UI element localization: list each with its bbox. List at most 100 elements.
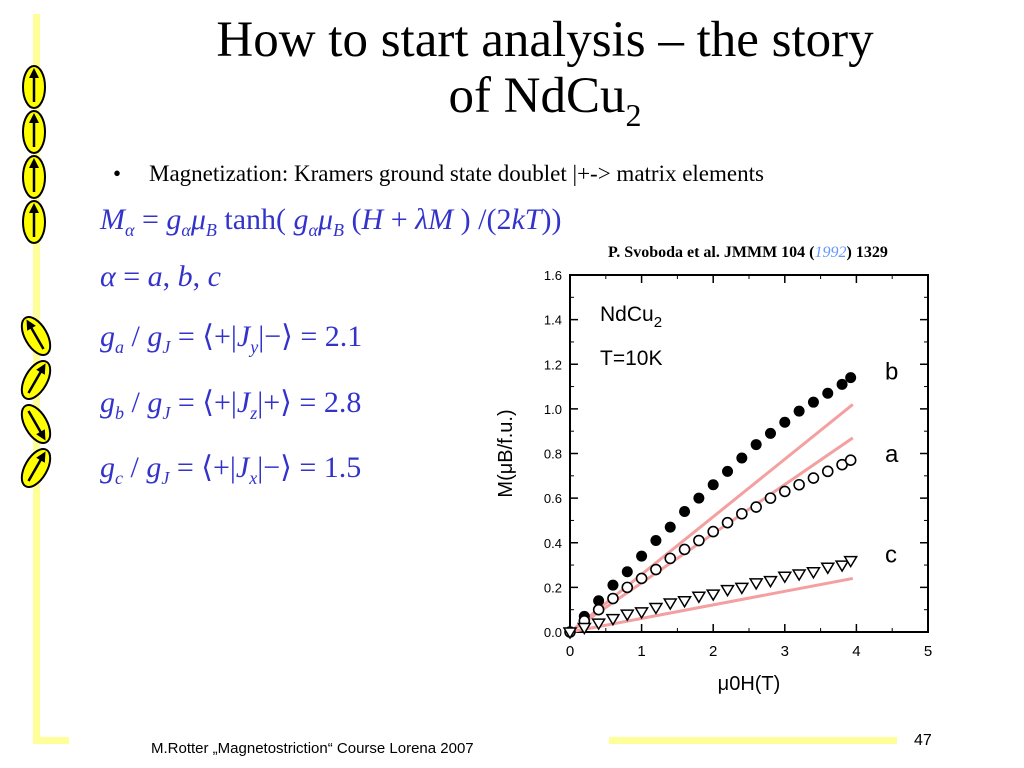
x-tick-label: 2	[709, 643, 717, 660]
y-tick-label: 1.4	[544, 313, 562, 328]
equation-gb: gb / gJ = ⟨+|Jz|+⟩ = 2.8	[100, 386, 362, 423]
spin-ellipse-3	[22, 155, 46, 199]
data-point-a	[607, 592, 619, 605]
data-point-b	[650, 535, 662, 547]
magnetization-chart: 0.0 0.2 0.4 0.6 0.8 1.0 1.2 1.4 1.6 0 1 2 3 4 5 b a c NdCu…	[495, 268, 932, 695]
data-point-b	[607, 579, 619, 591]
y-tick-label: 0.0	[544, 625, 562, 640]
slide-title: How to start analysis – the story of NdC…	[120, 12, 970, 131]
data-point-a	[678, 543, 691, 556]
data-point-c	[791, 569, 807, 582]
ga-value: 2.1	[324, 320, 363, 353]
bullet-text: Magnetization: Kramers ground state doub…	[149, 161, 764, 186]
data-point-c	[591, 618, 606, 631]
data-point-c	[748, 578, 764, 591]
data-point-b	[593, 595, 605, 607]
data-point-c	[820, 562, 836, 575]
equation-alpha: α = a, b, c	[100, 260, 221, 293]
sample-label-subscript: 2	[654, 314, 662, 331]
bullet-symbol: •	[113, 161, 122, 186]
title-line-1: How to start analysis – the story	[216, 12, 874, 68]
data-point-b	[807, 396, 819, 408]
data-point-b	[779, 416, 791, 428]
data-point-b	[793, 405, 805, 417]
gc-value: 1.5	[323, 451, 362, 484]
y-tick-label: 1.0	[544, 402, 562, 417]
data-point-b	[836, 378, 848, 390]
y-tick-label: 1.2	[544, 357, 562, 372]
data-point-b	[679, 506, 691, 518]
left-decoration-foot	[33, 737, 69, 744]
reference-year: 1992	[814, 244, 847, 261]
data-point-a	[635, 572, 648, 585]
data-point-c	[619, 609, 635, 622]
data-point-b	[822, 387, 834, 399]
data-point-c	[777, 571, 793, 584]
data-point-a	[807, 472, 820, 484]
data-point-a	[821, 465, 834, 478]
data-point-c	[562, 627, 578, 640]
data-point-a	[693, 534, 705, 547]
series-label-b: b	[885, 359, 898, 386]
equation-gc: gc / gJ = ⟨+|Jx|−⟩ = 1.5	[100, 451, 362, 488]
series-label-c: c	[885, 542, 897, 569]
data-point-c	[648, 602, 664, 615]
y-axis-label: M(μB/f.u.)	[495, 409, 517, 497]
spin-column-top	[22, 65, 46, 244]
data-point-b	[707, 479, 719, 491]
data-point-b	[664, 521, 676, 533]
data-point-c	[605, 613, 621, 627]
plot-frame	[569, 274, 929, 633]
data-point-a	[721, 516, 734, 529]
footer-text: M.Rotter „Magnetostriction“ Course Loren…	[151, 740, 474, 757]
data-point-b	[693, 492, 705, 504]
data-point-a	[592, 603, 605, 616]
y-tick-label: 0.2	[544, 580, 562, 595]
temperature-label: T=10K	[600, 347, 662, 370]
data-point-a	[764, 492, 777, 504]
spin-ellipse-4	[22, 200, 46, 244]
equation-magnetization: Mα = gαμB tanh( gαμB (H + λM ) /(2kT))	[100, 203, 562, 240]
x-tick-label: 5	[924, 643, 932, 660]
data-point-c	[576, 622, 592, 635]
data-point-c	[705, 589, 721, 602]
title-line-2: of NdCu	[448, 68, 626, 124]
spin-ellipse-6	[20, 360, 52, 400]
x-tick-label: 4	[852, 643, 860, 660]
title-subscript: 2	[625, 97, 642, 133]
equation-ga: ga / gJ = ⟨+|Jy|−⟩ = 2.1	[100, 320, 363, 357]
y-tick-label: 0.6	[544, 491, 562, 506]
data-point-a	[778, 485, 791, 498]
data-point-a	[736, 507, 748, 520]
data-point-a	[793, 478, 805, 491]
reference-prefix: P. Svoboda et al. JMMM 104 (	[608, 244, 815, 261]
spin-ellipse-5	[20, 316, 52, 356]
data-point-c	[720, 584, 735, 598]
x-axis-label: μ0H(T)	[718, 673, 781, 695]
data-point-b	[764, 427, 776, 439]
data-point-b	[736, 452, 748, 464]
fit-line-c-fit	[569, 576, 854, 634]
data-point-c	[662, 598, 678, 611]
page-number: 47	[914, 732, 932, 749]
data-point-a	[750, 501, 762, 513]
x-tick-label: 0	[566, 643, 574, 660]
data-point-c	[763, 575, 778, 589]
y-tick-label: 0.4	[544, 536, 562, 551]
spin-column-bottom	[20, 316, 52, 488]
data-point-a	[621, 581, 634, 594]
spin-ellipse-1	[22, 65, 46, 109]
data-point-b	[722, 465, 734, 477]
data-point-c	[806, 567, 821, 580]
data-point-b	[621, 566, 633, 578]
data-point-c	[677, 596, 692, 609]
reference-suffix: ) 1329	[846, 244, 888, 261]
data-point-a	[664, 552, 677, 565]
data-point-b	[845, 372, 857, 384]
spin-ellipse-8	[20, 448, 52, 488]
sample-label: NdCu2	[600, 303, 662, 331]
spin-ellipse-7	[20, 404, 52, 444]
data-point-c	[843, 555, 858, 569]
data-point-b	[636, 550, 648, 562]
data-point-c	[634, 607, 649, 620]
